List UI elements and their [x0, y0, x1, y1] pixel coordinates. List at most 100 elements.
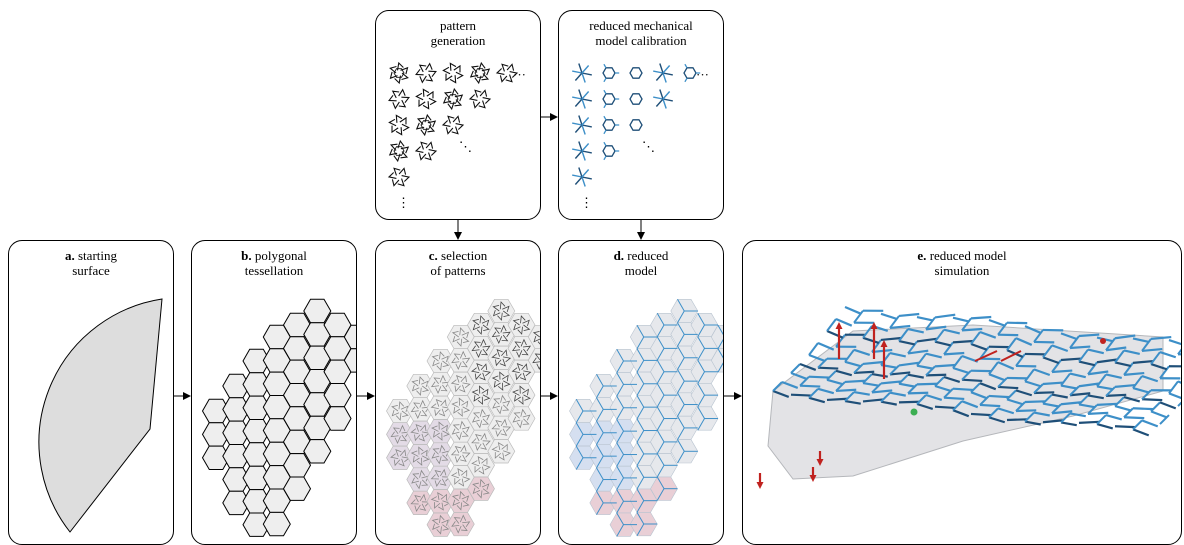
pattern-stroke — [491, 424, 500, 430]
beam-edge — [697, 336, 705, 349]
pattern-stroke — [451, 331, 459, 338]
pattern-stroke — [476, 490, 483, 499]
pattern-stroke — [453, 517, 461, 524]
beam-edge — [772, 389, 790, 398]
beam-edge — [1159, 365, 1170, 379]
beam-edge — [1105, 373, 1122, 379]
panel-b-polygonal-tessellation: b. polygonal tessellation — [191, 240, 357, 545]
pattern-stroke — [398, 401, 405, 410]
pattern-stroke — [410, 450, 419, 457]
pattern-stroke — [502, 331, 511, 338]
pattern-stroke — [441, 454, 449, 461]
beam-edge — [862, 336, 880, 344]
beam-edge — [916, 382, 938, 386]
pattern-stroke — [412, 473, 419, 480]
pattern-stroke — [522, 345, 532, 352]
beam-edge — [889, 391, 906, 397]
beam-edge — [943, 351, 965, 356]
pattern-stroke — [537, 341, 540, 345]
beam-edge — [907, 373, 924, 379]
beam-edge — [1024, 380, 1042, 388]
beam-edge — [907, 349, 929, 355]
beam-edge — [979, 403, 1001, 408]
beam-edge — [1141, 375, 1159, 383]
beam-edge — [1132, 419, 1143, 431]
beam-edge — [596, 479, 604, 492]
beam-edge — [934, 363, 956, 368]
pattern-stroke — [502, 426, 512, 432]
beam-edge — [636, 453, 645, 466]
pattern-stroke — [430, 403, 439, 410]
pattern-stroke — [473, 395, 481, 402]
beam-edge — [636, 430, 645, 443]
beam-edge — [853, 390, 870, 396]
beam-edge — [1042, 344, 1053, 358]
force-arrow — [1000, 350, 1022, 362]
beam-edge — [636, 488, 645, 501]
beam-edge — [697, 383, 705, 396]
pattern-stroke — [497, 441, 504, 451]
beam-edge — [871, 372, 888, 378]
beam-edge — [1015, 353, 1026, 367]
beam-edge — [889, 371, 911, 376]
beam-edge — [636, 336, 645, 349]
beam-edge — [1033, 391, 1055, 395]
pattern-stroke — [481, 483, 490, 490]
beam-edge — [1024, 420, 1041, 426]
pattern-stroke — [411, 380, 419, 387]
pattern-stroke — [432, 448, 440, 455]
beam-edge — [636, 465, 645, 478]
pattern-stroke — [458, 478, 465, 487]
pattern-stroke — [474, 466, 481, 473]
tessellation-cell — [527, 324, 540, 350]
panel-b-title: b. polygonal tessellation — [192, 248, 356, 278]
beam-edge — [656, 465, 665, 478]
pattern-stroke — [496, 406, 503, 415]
beam-edge — [636, 325, 645, 338]
beam-edge — [889, 364, 900, 376]
beam-edge — [1132, 375, 1143, 389]
beam-edge — [916, 353, 927, 367]
pattern-stroke — [455, 362, 462, 371]
pattern-stroke — [523, 370, 532, 377]
beam-edge — [979, 330, 997, 339]
pattern-stroke — [414, 494, 421, 503]
beam-edge — [1078, 360, 1095, 367]
beam-edge — [636, 441, 645, 455]
tessellation-cell — [303, 298, 332, 324]
pattern-generation-panel: pattern generation ··· ⋱ ⋮ — [375, 10, 541, 220]
pattern-stroke — [517, 326, 523, 335]
ellipsis-vertical: ⋮ — [580, 195, 593, 210]
pattern-stroke — [518, 396, 524, 405]
title-line-2: surface — [72, 263, 110, 278]
pattern-stroke — [392, 427, 400, 435]
beam-edge — [808, 342, 819, 356]
pattern-stroke — [501, 443, 508, 451]
beam-edge — [1141, 398, 1163, 402]
beam-edge — [826, 370, 837, 381]
pattern-stroke — [410, 499, 419, 505]
beam-edge — [835, 317, 853, 327]
beam-edge — [979, 382, 997, 391]
beam-edge — [1114, 349, 1125, 364]
beam-edge — [952, 409, 970, 418]
beam-edge — [826, 329, 844, 339]
pattern-stroke — [479, 478, 486, 487]
beam-edge — [871, 389, 893, 394]
pattern-glyph — [442, 87, 464, 111]
beam-edge — [880, 312, 898, 320]
beam-edge — [835, 369, 853, 377]
beam-edge — [1177, 380, 1181, 384]
pattern-stroke — [421, 479, 429, 486]
pattern-stroke — [440, 468, 447, 477]
beam-edge — [616, 430, 624, 444]
beam-edge — [1042, 381, 1064, 386]
pattern-stroke — [523, 394, 531, 401]
pattern-stroke — [494, 452, 502, 459]
pattern-stroke — [457, 467, 464, 477]
beam-edge — [826, 378, 844, 386]
pattern-stroke — [502, 400, 511, 407]
beam-edge — [925, 316, 936, 331]
beam-edge — [677, 299, 685, 312]
panel-c-selection-of-patterns: c. selection of patterns — [375, 240, 541, 545]
